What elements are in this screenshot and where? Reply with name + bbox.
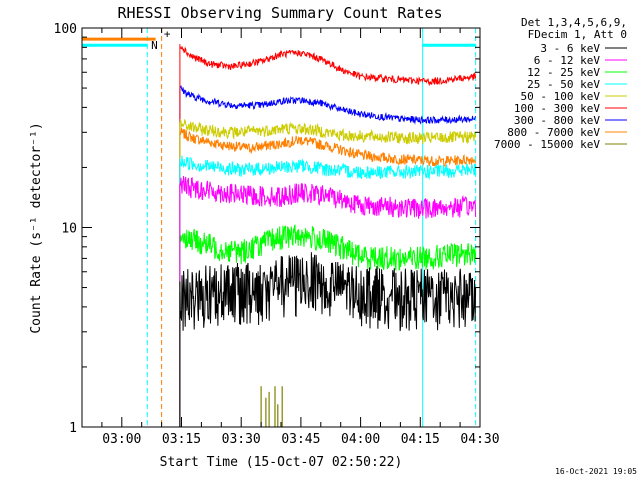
legend-entry-100-300-kev: 100 - 300 keV [514, 102, 600, 115]
plot-area: N+ [82, 27, 477, 427]
y-axis-label: Count Rate (s⁻¹ detector⁻¹) [29, 122, 44, 333]
y-tick-label: 10 [61, 222, 77, 237]
series-25-50-kev [179, 155, 477, 180]
legend-header: FDecim 1, Att 0 [528, 28, 627, 41]
x-tick-label: 04:15 [401, 432, 440, 447]
chart-title: RHESSI Observing Summary Count Rates [117, 4, 442, 22]
legend-entry-3-6-kev: 3 - 6 keV [540, 42, 600, 55]
axes: 1 10 100 03:00 03:15 03:30 03:45 04:00 04:15 04:3… [54, 22, 500, 447]
legend-entry-300-800-kev: 300 - 800 keV [514, 114, 600, 127]
x-tick-label: 03:30 [222, 432, 261, 447]
series-50-100-kev [179, 118, 477, 145]
y-axis-ticks: 1 10 100 [54, 22, 480, 436]
legend-entry-7000-15000-kev: 7000 - 15000 keV [494, 138, 600, 151]
series-7000-15000-kev [260, 386, 283, 427]
legend-entry-6-12-kev: 6 - 12 keV [534, 54, 601, 67]
y-tick-label: 1 [69, 421, 77, 436]
x-tick-label: 04:30 [460, 432, 499, 447]
legend: Det 1,3,4,5,6,9,FDecim 1, Att 03 - 6 keV… [494, 16, 627, 151]
series-12-25-kev [179, 224, 477, 272]
y-tick-label: 100 [54, 22, 77, 37]
series-100-300-kev [179, 46, 477, 87]
legend-entry-25-50-kev: 25 - 50 keV [527, 78, 600, 91]
legend-header: Det 1,3,4,5,6,9, [521, 16, 627, 29]
marker-plus: + [164, 27, 171, 40]
x-axis-label: Start Time (15-Oct-07 02:50:22) [160, 455, 403, 470]
series-6-12-kev [179, 175, 477, 219]
series-3-6-kev [179, 252, 477, 332]
legend-entry-12-25-kev: 12 - 25 keV [527, 66, 600, 79]
x-tick-label: 03:45 [281, 432, 320, 447]
x-tick-label: 03:00 [102, 432, 141, 447]
footer-timestamp: 16-Oct-2021 19:05 [555, 467, 637, 476]
x-tick-label: 04:00 [341, 432, 380, 447]
series-300-800-kev [179, 85, 477, 125]
x-axis-ticks: 03:00 03:15 03:30 03:45 04:00 04:15 04:30 [81, 28, 500, 447]
marker-n: N [151, 39, 158, 52]
x-tick-label: 03:15 [162, 432, 201, 447]
legend-entry-50-100-kev: 50 - 100 keV [521, 90, 601, 103]
series-7000-15000-kev-spikes [260, 386, 283, 427]
series-800-7000-kev [179, 128, 477, 167]
legend-entry-800-7000-kev: 800 - 7000 keV [507, 126, 600, 139]
